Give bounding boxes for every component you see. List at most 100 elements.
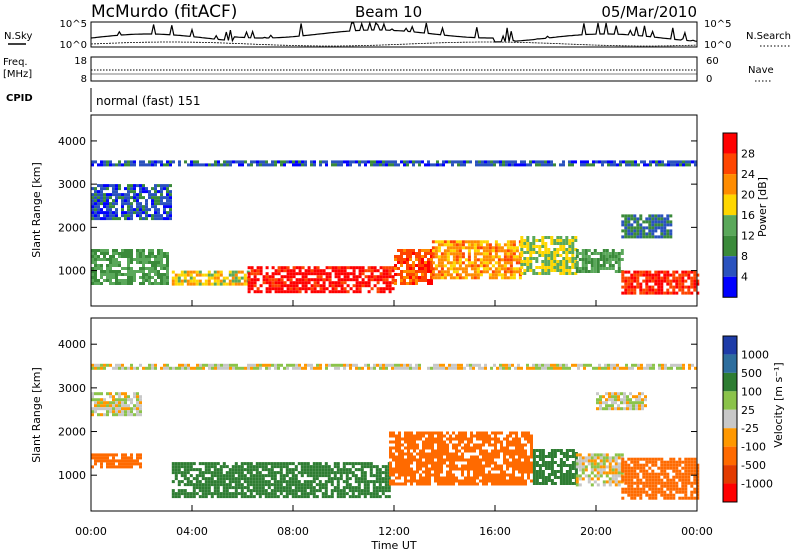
power-cell-0 bbox=[121, 211, 124, 215]
velocity-cell-5 bbox=[587, 456, 591, 460]
power-cell-1 bbox=[130, 261, 133, 264]
velocity-cell-6 bbox=[627, 487, 631, 491]
power-cell-5 bbox=[461, 276, 465, 280]
power-cell-7 bbox=[584, 252, 588, 255]
velocity-cell-2 bbox=[384, 468, 388, 472]
velocity-cell-8 bbox=[400, 366, 403, 370]
velocity-cell-8 bbox=[499, 366, 502, 370]
velocity-cell-2 bbox=[258, 471, 262, 475]
power-cell-7 bbox=[578, 270, 582, 273]
power-cell-3 bbox=[250, 281, 254, 285]
velocity-cell-4 bbox=[538, 473, 542, 476]
velocity-cell-3 bbox=[416, 434, 419, 438]
velocity-cell-0 bbox=[130, 398, 133, 402]
power-cell-4 bbox=[415, 270, 418, 273]
velocity-cell-7 bbox=[602, 401, 605, 405]
power-cell-6 bbox=[550, 260, 554, 263]
velocity-cell-3 bbox=[467, 461, 470, 465]
power-cell-4 bbox=[406, 255, 409, 258]
power-cell-10 bbox=[661, 160, 664, 164]
velocity-cell-6 bbox=[627, 478, 631, 482]
velocity-cell-3 bbox=[482, 482, 485, 486]
power-cell-0 bbox=[109, 217, 112, 221]
velocity-cell-8 bbox=[559, 366, 562, 370]
velocity-cell-3 bbox=[431, 461, 434, 465]
power-cell-8 bbox=[675, 276, 679, 280]
power-cell-3 bbox=[343, 290, 347, 294]
velocity-cell-3 bbox=[392, 452, 395, 456]
power-cell-2 bbox=[192, 276, 196, 280]
power-cell-6 bbox=[562, 242, 566, 245]
velocity-cell-3 bbox=[491, 431, 494, 435]
power-cell-3 bbox=[301, 281, 305, 285]
velocity-cell-3 bbox=[494, 452, 497, 456]
velocity-cell-1 bbox=[106, 453, 109, 457]
power-cell-5 bbox=[494, 270, 498, 274]
power-cell-3 bbox=[283, 281, 287, 285]
velocity-cell-2 bbox=[336, 477, 340, 481]
velocity-cell-6 bbox=[654, 481, 658, 485]
velocity-cell-5 bbox=[611, 477, 615, 481]
velocity-cell-8 bbox=[151, 363, 154, 367]
velocity-cell-2 bbox=[324, 492, 328, 496]
power-cell-8 bbox=[660, 285, 664, 289]
power-cell-3 bbox=[265, 266, 269, 270]
power-cell-0 bbox=[103, 184, 106, 188]
velocity-cell-3 bbox=[410, 446, 413, 450]
velocity-cell-6 bbox=[678, 478, 682, 482]
velocity-cell-3 bbox=[518, 476, 521, 480]
velocity-cell-2 bbox=[378, 474, 382, 478]
power-cell-5 bbox=[488, 252, 492, 256]
velocity-cell-4 bbox=[538, 455, 542, 458]
velocity-cell-3 bbox=[530, 449, 533, 453]
power-cell-1 bbox=[112, 270, 115, 273]
velocity-cell-3 bbox=[515, 464, 518, 468]
power-cell-7 bbox=[617, 252, 621, 255]
velocity-cell-2 bbox=[363, 465, 367, 469]
velocity-cell-3 bbox=[524, 449, 527, 453]
velocity-cell-6 bbox=[657, 466, 661, 470]
velocity-cell-3 bbox=[389, 452, 392, 456]
velocity-cell-2 bbox=[186, 468, 190, 472]
velocity-cell-3 bbox=[479, 437, 482, 441]
freq-tick-bottom: 8 bbox=[81, 74, 87, 85]
velocity-cell-3 bbox=[527, 455, 530, 459]
power-cell-0 bbox=[112, 205, 115, 209]
power-cell-1 bbox=[112, 273, 115, 276]
power-cell-0 bbox=[109, 202, 112, 206]
velocity-cell-3 bbox=[407, 467, 410, 471]
power-cell-4 bbox=[403, 252, 406, 255]
power-cell-5 bbox=[479, 258, 483, 262]
power-cell-10 bbox=[430, 163, 433, 167]
power-cell-7 bbox=[590, 267, 594, 270]
velocity-cell-3 bbox=[389, 455, 392, 459]
power-cell-1 bbox=[97, 255, 100, 258]
power-cell-1 bbox=[100, 276, 103, 279]
velocity-cell-2 bbox=[285, 480, 289, 484]
power-cell-0 bbox=[91, 187, 94, 191]
velocity-cell-4 bbox=[565, 452, 569, 455]
power-cell-2 bbox=[204, 282, 208, 286]
cpid-value: normal (fast) 151 bbox=[96, 94, 200, 108]
power-cell-10 bbox=[301, 163, 304, 167]
power-cell-5 bbox=[512, 243, 516, 247]
velocity-colorbar-label: Velocity [m s⁻¹] bbox=[772, 362, 785, 447]
velocity-cell-3 bbox=[467, 479, 470, 483]
velocity-cell-2 bbox=[312, 474, 316, 478]
power-cell-10 bbox=[262, 160, 265, 164]
velocity-cell-2 bbox=[336, 471, 340, 475]
power-cell-8 bbox=[627, 285, 631, 289]
velocity-cell-4 bbox=[547, 479, 551, 482]
velocity-cell-3 bbox=[530, 443, 533, 447]
power-cell-10 bbox=[484, 163, 487, 167]
power-cell-3 bbox=[310, 269, 314, 273]
power-cell-8 bbox=[621, 285, 625, 289]
velocity-cell-4 bbox=[550, 470, 554, 473]
power-cell-2 bbox=[216, 282, 220, 286]
velocity-cell-3 bbox=[470, 461, 473, 465]
power-cell-10 bbox=[103, 160, 106, 164]
velocity-cell-3 bbox=[434, 452, 437, 456]
velocity-cell-8 bbox=[223, 366, 226, 370]
velocity-cell-3 bbox=[401, 467, 404, 471]
